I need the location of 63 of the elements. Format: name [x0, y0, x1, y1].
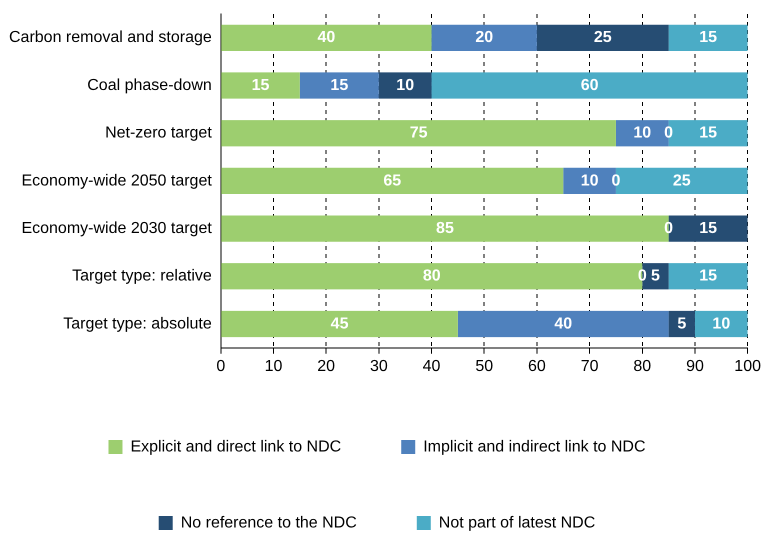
- x-tick-label: 60: [528, 358, 546, 375]
- bar: [458, 310, 669, 338]
- data-label: 20: [475, 29, 494, 46]
- data-label: 5: [650, 268, 660, 285]
- bar: [432, 72, 748, 99]
- data-label: 15: [699, 268, 718, 285]
- bar: [668, 263, 748, 290]
- bar: [432, 24, 537, 51]
- legend-label: Explicit and direct link to NDC: [130, 438, 342, 456]
- data-label: 45: [330, 315, 349, 332]
- bar: [300, 72, 379, 99]
- bar: [221, 24, 432, 51]
- data-label: 10: [396, 76, 414, 94]
- y-tick-label: Economy-wide 2030 target: [21, 220, 212, 237]
- data-label: 75: [410, 124, 428, 142]
- x-tick-label: 20: [317, 358, 336, 375]
- legend-label: Implicit and indirect link to NDC: [423, 438, 646, 456]
- annotation: 0: [638, 268, 647, 285]
- x-tick-label: 0: [216, 358, 226, 375]
- legend-label: Not part of latest NDC: [438, 514, 596, 532]
- data-label: 15: [252, 76, 270, 94]
- data-label: 60: [580, 76, 599, 94]
- bar: [536, 24, 669, 51]
- y-tick-label: Target type: relative: [72, 268, 212, 285]
- data-label: 5: [677, 315, 686, 332]
- bar: [221, 120, 616, 146]
- data-label: 65: [383, 172, 402, 190]
- data-label: 15: [699, 29, 718, 46]
- y-tick-label: Coal phase-down: [87, 76, 212, 94]
- y-tick-label: Economy-wide 2050 target: [21, 172, 212, 190]
- bar: [378, 72, 432, 99]
- x-tick-label: 70: [580, 358, 599, 375]
- data-label: 40: [554, 315, 572, 332]
- data-label: 85: [436, 220, 454, 237]
- data-label: 80: [422, 268, 441, 285]
- annotation: 0: [664, 124, 674, 142]
- x-tick-label: 50: [475, 358, 494, 375]
- bar: [221, 72, 300, 99]
- legend-label: No reference to the NDC: [180, 514, 357, 532]
- x-tick-label: 90: [686, 358, 704, 375]
- x-tick-label: 10: [264, 358, 282, 375]
- data-label: 40: [318, 29, 336, 46]
- data-label: 10: [633, 124, 652, 142]
- y-tick-label: Carbon removal and storage: [9, 29, 212, 46]
- x-tick-label: 40: [422, 358, 441, 375]
- y-tick-label: Target type: absolute: [63, 315, 212, 332]
- x-tick-label: 80: [633, 358, 652, 375]
- x-tick-label: 30: [370, 358, 388, 375]
- bar: [668, 310, 695, 338]
- annotation: 0: [611, 172, 620, 190]
- x-tick-label: 100: [734, 358, 762, 375]
- bar: [221, 168, 564, 194]
- data-label: 25: [594, 29, 612, 46]
- bar: [221, 310, 458, 338]
- data-label: 15: [330, 76, 348, 94]
- bar: [668, 24, 748, 51]
- data-label: 10: [712, 315, 730, 332]
- bar: [694, 310, 748, 338]
- data-label: 10: [580, 172, 599, 190]
- y-tick-label: Net-zero target: [105, 124, 212, 142]
- data-label: 25: [672, 172, 691, 190]
- data-label: 15: [699, 124, 718, 142]
- data-label: 15: [699, 220, 718, 237]
